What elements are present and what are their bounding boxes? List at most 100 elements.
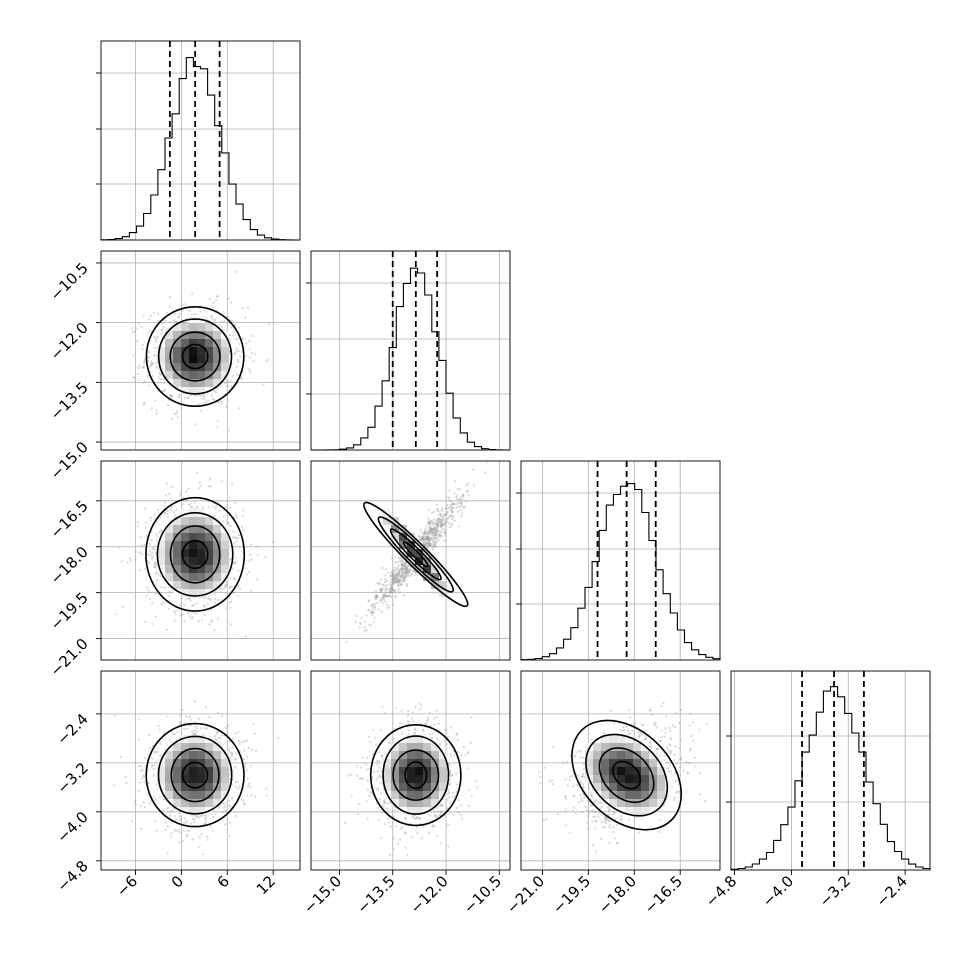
sample-point xyxy=(459,813,463,816)
sample-point xyxy=(206,399,210,403)
density-cell xyxy=(205,565,213,573)
sample-point xyxy=(152,767,155,771)
sample-point xyxy=(180,597,183,600)
sample-point xyxy=(137,738,140,741)
sample-point xyxy=(212,815,215,819)
sample-point xyxy=(448,489,451,492)
sample-point xyxy=(231,567,234,570)
sample-point xyxy=(406,571,409,575)
sample-point xyxy=(152,555,155,558)
sample-point xyxy=(437,519,441,523)
sample-point xyxy=(381,566,384,570)
sample-point xyxy=(380,588,383,592)
contour-level-4 xyxy=(369,723,462,827)
density-cell xyxy=(173,517,181,525)
sample-point xyxy=(397,579,400,583)
density-cell xyxy=(423,783,431,791)
sample-point xyxy=(395,573,398,577)
density-cell xyxy=(407,767,415,775)
sample-point xyxy=(467,804,470,807)
sample-point xyxy=(188,503,191,506)
sample-point xyxy=(411,711,414,714)
sample-point xyxy=(360,616,363,620)
sample-point xyxy=(435,530,439,533)
density-cell xyxy=(157,347,165,355)
sample-point xyxy=(426,544,429,547)
density-cell xyxy=(383,517,391,525)
sample-point xyxy=(150,539,153,542)
sample-point xyxy=(229,606,232,609)
sample-point xyxy=(436,538,439,541)
sample-point xyxy=(378,766,381,769)
sample-point xyxy=(146,793,149,796)
density-cell xyxy=(189,573,197,581)
sample-point xyxy=(142,774,145,778)
sample-point xyxy=(432,542,435,545)
sample-point xyxy=(444,728,447,732)
sample-point xyxy=(248,356,251,359)
sample-point xyxy=(236,594,239,598)
sample-point xyxy=(192,596,196,599)
density-cell xyxy=(181,807,189,815)
sample-point xyxy=(382,801,385,804)
sample-point xyxy=(467,767,470,770)
density-cell xyxy=(205,517,213,525)
sample-point xyxy=(191,505,194,509)
sample-point xyxy=(378,818,381,821)
sample-point xyxy=(424,538,428,541)
density-cell xyxy=(415,791,423,799)
sample-point xyxy=(436,531,439,534)
sample-point xyxy=(136,525,139,528)
sample-point xyxy=(408,570,412,573)
sample-point xyxy=(376,582,379,585)
sample-point xyxy=(232,530,235,533)
sample-point xyxy=(169,394,172,397)
sample-point xyxy=(232,591,236,595)
sample-point xyxy=(427,539,430,542)
density-cell xyxy=(173,379,181,387)
sample-point xyxy=(157,724,160,728)
sample-point xyxy=(397,581,400,584)
sample-point xyxy=(235,752,238,755)
sample-point xyxy=(134,550,137,553)
sample-point xyxy=(393,566,396,569)
density-cell xyxy=(391,743,399,751)
sample-point xyxy=(185,597,188,601)
sample-point xyxy=(147,355,150,359)
sample-point xyxy=(233,560,236,564)
contour-level-4 xyxy=(363,501,469,608)
sample-point xyxy=(215,504,218,507)
sample-point xyxy=(406,574,410,577)
density-cell xyxy=(157,767,165,775)
sample-point xyxy=(466,490,469,493)
sample-point xyxy=(390,570,393,574)
sample-point xyxy=(391,587,394,590)
sample-point xyxy=(455,494,459,497)
sample-point xyxy=(141,347,144,351)
sample-point xyxy=(422,535,425,538)
contour-level-3 xyxy=(382,735,450,815)
sample-point xyxy=(400,559,403,563)
sample-point xyxy=(215,739,219,742)
sample-point xyxy=(404,572,408,575)
density-cell xyxy=(197,379,205,387)
sample-point xyxy=(433,525,436,529)
sample-point xyxy=(428,523,431,526)
sample-point xyxy=(465,484,468,487)
sample-point xyxy=(153,311,156,314)
density-cell xyxy=(213,767,221,775)
sample-point xyxy=(383,593,386,596)
sample-point xyxy=(148,802,151,805)
sample-point xyxy=(228,333,232,337)
sample-point xyxy=(382,593,385,597)
density-cell xyxy=(189,331,197,339)
sample-point xyxy=(366,817,369,820)
sample-point xyxy=(437,810,440,813)
sample-point xyxy=(456,487,459,491)
sample-point xyxy=(166,825,170,828)
density-cell xyxy=(197,323,205,331)
sample-point xyxy=(407,574,410,577)
sample-point xyxy=(428,533,431,536)
sample-point xyxy=(234,732,237,735)
sample-point xyxy=(421,538,425,541)
